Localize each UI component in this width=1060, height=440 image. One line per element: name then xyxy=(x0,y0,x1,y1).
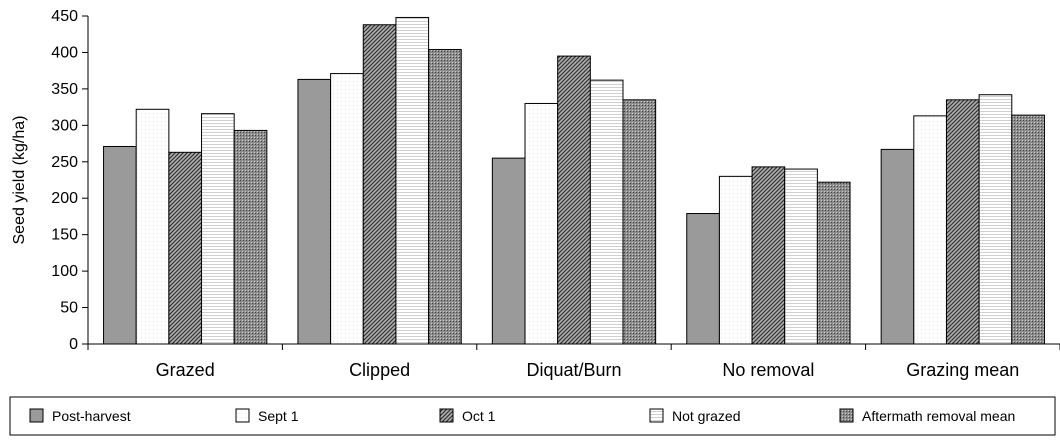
bar-aftermath-removal-mean-diquat-burn xyxy=(622,99,657,345)
bar-not-grazed-grazed xyxy=(201,113,235,345)
category-label: Grazed xyxy=(156,360,215,380)
bar-aftermath-removal-mean-grazed xyxy=(233,129,268,345)
category-labels: Grazed Clipped Diquat/Burn No removal Grazin… xyxy=(156,360,1020,380)
y-tick-label: 50 xyxy=(60,300,78,317)
bar-sept-1-diquat-burn xyxy=(524,102,559,345)
legend-swatch xyxy=(649,408,664,423)
category-label: Diquat/Burn xyxy=(526,360,621,380)
y-tick-label: 0 xyxy=(69,336,78,353)
legend-swatch xyxy=(29,408,44,423)
bar-sept-1-grazing-mean xyxy=(913,115,947,345)
bar-post-harvest-clipped xyxy=(297,78,332,345)
legend-label: Post-harvest xyxy=(52,408,131,424)
bar-oct-1-grazed xyxy=(168,151,203,345)
bar-aftermath-removal-mean-grazing-mean xyxy=(1011,114,1045,345)
legend-label: Not grazed xyxy=(672,408,740,424)
y-tick-label: 100 xyxy=(51,263,78,280)
bar-not-grazed-grazing-mean xyxy=(978,94,1013,345)
y-tick-label: 150 xyxy=(51,227,78,244)
y-axis: 0 50 100 150 200 250 300 350 400 450 xyxy=(51,8,89,353)
y-tick-label: 200 xyxy=(51,190,78,207)
category-label: No removal xyxy=(722,360,814,380)
bar-not-grazed-no-removal xyxy=(784,168,818,345)
category-label: Grazing mean xyxy=(906,360,1019,380)
bar-oct-1-no-removal xyxy=(751,166,786,345)
bar-oct-1-clipped xyxy=(362,24,397,345)
bar-oct-1-grazing-mean xyxy=(945,99,980,345)
bar-aftermath-removal-mean-no-removal xyxy=(816,181,851,345)
x-axis xyxy=(87,343,1060,350)
bar-sept-1-clipped xyxy=(330,73,364,345)
bar-not-grazed-diquat-burn xyxy=(589,79,624,345)
y-tick-label: 250 xyxy=(51,154,78,171)
bar-oct-1-diquat-burn xyxy=(557,55,591,345)
legend-label: Aftermath removal mean xyxy=(862,408,1015,424)
bar-post-harvest-grazed xyxy=(103,145,137,345)
legend: Post-harvest Sept 1 Oct 1 Not grazed Afterma… xyxy=(9,396,1056,436)
y-axis-title: Seed yield (kg/ha) xyxy=(11,116,28,245)
legend-label: Oct 1 xyxy=(462,408,496,424)
bar-sept-1-no-removal xyxy=(718,175,753,345)
legend-box xyxy=(9,396,1056,436)
y-tick-label: 350 xyxy=(51,81,78,98)
legend-swatch xyxy=(839,408,854,423)
bar-not-grazed-clipped xyxy=(395,16,430,345)
bars-group xyxy=(103,16,1045,345)
legend-swatch xyxy=(235,408,250,423)
bar-post-harvest-grazing-mean xyxy=(880,148,915,345)
bar-post-harvest-diquat-burn xyxy=(491,157,526,345)
bar-sept-1-grazed xyxy=(135,108,170,345)
bar-post-harvest-no-removal xyxy=(686,213,720,345)
y-tick-label: 400 xyxy=(51,44,78,61)
legend-label: Sept 1 xyxy=(258,408,299,424)
category-label: Clipped xyxy=(349,360,410,380)
y-tick-label: 300 xyxy=(51,117,78,134)
bar-aftermath-removal-mean-clipped xyxy=(428,49,462,345)
legend-swatch xyxy=(439,408,454,423)
y-tick-label: 450 xyxy=(51,8,78,25)
